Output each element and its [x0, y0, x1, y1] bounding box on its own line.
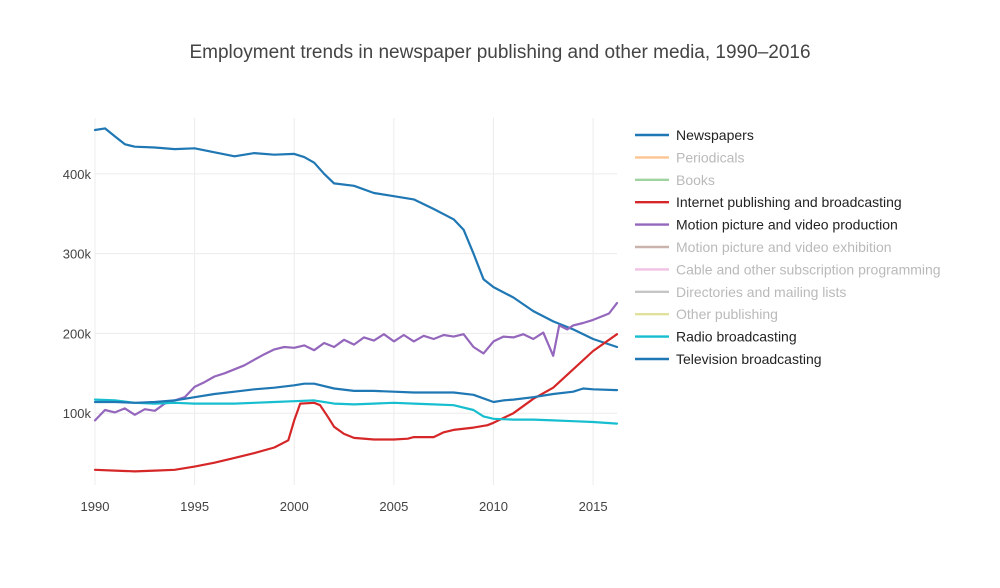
x-tick-label: 1990 — [81, 499, 110, 514]
grid — [94, 118, 617, 485]
x-tick-label: 2010 — [479, 499, 508, 514]
x-tick-label: 2015 — [579, 499, 608, 514]
legend-item-other-publishing[interactable]: Other publishing — [635, 306, 778, 322]
legend-label: Other publishing — [676, 306, 778, 322]
legend-item-radio-broadcasting[interactable]: Radio broadcasting — [635, 329, 797, 345]
y-tick-label: 300k — [63, 247, 92, 262]
legend-label: Books — [676, 172, 715, 188]
x-tick-label: 1995 — [180, 499, 209, 514]
legend-label: Radio broadcasting — [676, 329, 797, 345]
x-tick-label: 2000 — [280, 499, 309, 514]
legend-label: Directories and mailing lists — [676, 284, 846, 300]
series-line-radio-broadcasting — [93, 398, 619, 425]
legend-label: Cable and other subscription programming — [676, 261, 941, 277]
legend-item-directories-and-mailing-lists[interactable]: Directories and mailing lists — [635, 284, 846, 300]
legend-label: Periodicals — [676, 149, 744, 165]
legend-item-television-broadcasting[interactable]: Television broadcasting — [635, 351, 822, 367]
y-tick-label: 200k — [63, 326, 92, 341]
legend[interactable]: Newspapers Periodicals Books Internet publi… — [635, 127, 941, 367]
series-line-television-broadcasting — [93, 382, 619, 404]
y-tick-label: 400k — [63, 167, 92, 182]
legend-item-newspapers[interactable]: Newspapers — [635, 127, 754, 143]
legend-label: Internet publishing and broadcasting — [676, 194, 902, 210]
legend-item-periodicals[interactable]: Periodicals — [635, 149, 744, 165]
y-axis: 100k 200k 300k 400k — [63, 167, 92, 421]
legend-label: Newspapers — [676, 127, 754, 143]
x-tick-label: 2005 — [379, 499, 408, 514]
legend-item-motion-picture-and-video-production[interactable]: Motion picture and video production — [635, 217, 898, 233]
legend-item-motion-picture-and-video-exhibition[interactable]: Motion picture and video exhibition — [635, 239, 892, 255]
legend-label: Television broadcasting — [676, 351, 822, 367]
y-tick-label: 100k — [63, 406, 92, 421]
legend-item-books[interactable]: Books — [635, 172, 715, 188]
legend-label: Motion picture and video production — [676, 217, 898, 233]
plot-area — [93, 127, 619, 473]
x-axis: 1990 1995 2000 2005 2010 2015 — [81, 499, 608, 514]
chart-title: Employment trends in newspaper publishin… — [189, 42, 810, 63]
legend-label: Motion picture and video exhibition — [676, 239, 892, 255]
series-line-motion-picture-and-video-production — [93, 302, 619, 422]
legend-item-internet-publishing-and-broadcasting[interactable]: Internet publishing and broadcasting — [635, 194, 902, 210]
series-line-newspapers — [93, 127, 619, 349]
legend-item-cable-and-other-subscription-programming[interactable]: Cable and other subscription programming — [635, 261, 941, 277]
